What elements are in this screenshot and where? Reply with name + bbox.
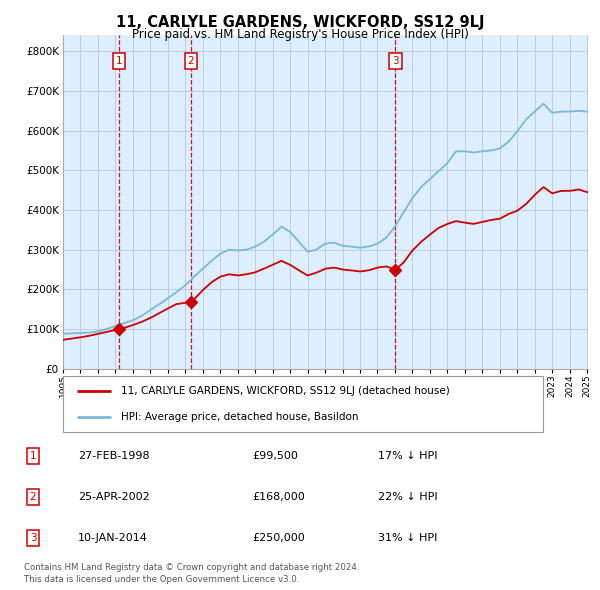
Text: £99,500: £99,500 bbox=[252, 451, 298, 461]
Text: 2: 2 bbox=[29, 492, 37, 502]
Text: 11, CARLYLE GARDENS, WICKFORD, SS12 9LJ: 11, CARLYLE GARDENS, WICKFORD, SS12 9LJ bbox=[116, 15, 484, 30]
Text: 1: 1 bbox=[29, 451, 37, 461]
Text: 25-APR-2002: 25-APR-2002 bbox=[78, 492, 150, 502]
Text: 27-FEB-1998: 27-FEB-1998 bbox=[78, 451, 149, 461]
Text: £168,000: £168,000 bbox=[252, 492, 305, 502]
FancyBboxPatch shape bbox=[63, 376, 543, 432]
Text: 3: 3 bbox=[392, 56, 399, 66]
Text: 3: 3 bbox=[29, 533, 37, 543]
Text: 1: 1 bbox=[116, 56, 122, 66]
Text: 11, CARLYLE GARDENS, WICKFORD, SS12 9LJ (detached house): 11, CARLYLE GARDENS, WICKFORD, SS12 9LJ … bbox=[121, 386, 449, 396]
Text: £250,000: £250,000 bbox=[252, 533, 305, 543]
Text: 10-JAN-2014: 10-JAN-2014 bbox=[78, 533, 148, 543]
Text: Price paid vs. HM Land Registry's House Price Index (HPI): Price paid vs. HM Land Registry's House … bbox=[131, 28, 469, 41]
Text: 17% ↓ HPI: 17% ↓ HPI bbox=[378, 451, 437, 461]
Text: 31% ↓ HPI: 31% ↓ HPI bbox=[378, 533, 437, 543]
Text: This data is licensed under the Open Government Licence v3.0.: This data is licensed under the Open Gov… bbox=[24, 575, 299, 584]
Text: Contains HM Land Registry data © Crown copyright and database right 2024.: Contains HM Land Registry data © Crown c… bbox=[24, 563, 359, 572]
Text: HPI: Average price, detached house, Basildon: HPI: Average price, detached house, Basi… bbox=[121, 412, 358, 422]
Text: 2: 2 bbox=[188, 56, 194, 66]
Text: 22% ↓ HPI: 22% ↓ HPI bbox=[378, 492, 437, 502]
